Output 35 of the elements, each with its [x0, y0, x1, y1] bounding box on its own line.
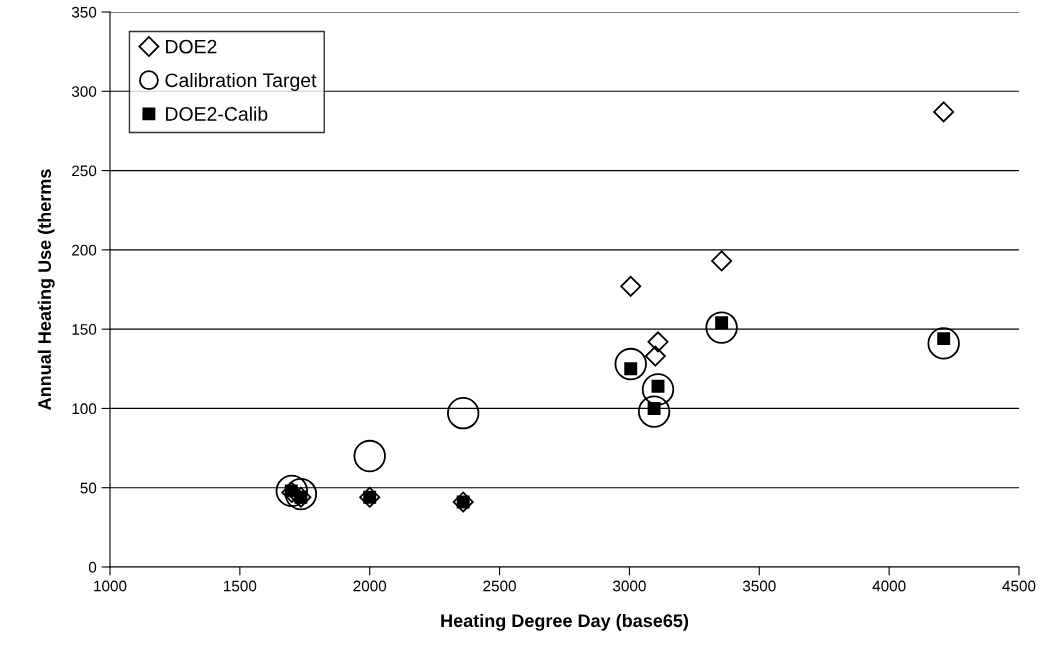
point: [284, 477, 318, 511]
x-tick-label: 4500: [1002, 580, 1036, 592]
point: [637, 395, 671, 428]
y-tick-label: 250: [72, 165, 97, 177]
legend-label: Calibration Target: [165, 72, 317, 92]
y-axis-title: Annual Heating Use (therms: [37, 169, 55, 410]
y-tick-label: 350: [71, 6, 97, 18]
point: [927, 327, 960, 360]
y-tick-label: 200: [72, 244, 97, 256]
y-tick-label: 100: [72, 403, 97, 415]
x-tick-label: 4000: [872, 580, 906, 592]
x-tick-label: 1500: [224, 580, 257, 592]
x-tick-label: 2500: [483, 580, 516, 592]
point: [447, 397, 480, 430]
y-tick-label: 300: [71, 86, 97, 97]
point: [705, 311, 738, 344]
x-axis-title: Heating Degree Day (base65): [441, 613, 689, 631]
point: [353, 439, 386, 473]
point: [933, 101, 955, 123]
y-tick-label: 50: [80, 482, 97, 494]
point: [644, 345, 666, 367]
point: [647, 331, 669, 353]
y-tick-label: 150: [72, 324, 97, 335]
x-tick-label: 2000: [353, 580, 387, 592]
point: [711, 250, 733, 272]
y-tick-label: 0: [88, 561, 97, 573]
legend-label: DOE2: [166, 39, 217, 54]
x-tick-label: 3500: [742, 580, 776, 592]
point: [275, 474, 308, 508]
legend-label: DOE2-Calib: [166, 106, 268, 121]
point: [620, 275, 642, 297]
point: [641, 373, 675, 406]
x-tick-label: 3000: [613, 580, 646, 592]
point: [614, 347, 647, 381]
x-tick-label: 1000: [94, 580, 127, 592]
